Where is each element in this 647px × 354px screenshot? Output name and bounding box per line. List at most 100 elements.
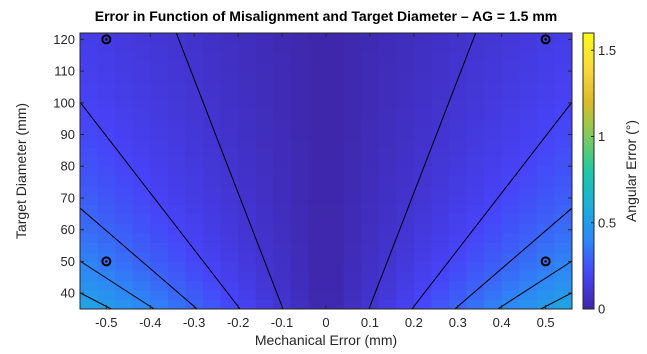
heatmap-cell: [238, 299, 257, 309]
heatmap-cell: [185, 270, 204, 282]
heatmap-cell: [484, 223, 503, 234]
heatmap-cell: [80, 42, 99, 53]
heatmap-cell: [466, 71, 485, 82]
heatmap-cell: [185, 289, 204, 301]
heatmap-cell: [167, 137, 187, 148]
heatmap-cell: [361, 109, 380, 120]
heatmap-cell: [449, 175, 468, 186]
heatmap-cell: [97, 156, 116, 167]
heatmap-cell: [132, 213, 151, 224]
heatmap-cell: [326, 71, 345, 82]
heatmap-cell: [273, 147, 292, 158]
heatmap-cell: [484, 261, 503, 272]
heatmap-cell: [308, 137, 327, 148]
heatmap-cell: [220, 147, 239, 158]
x-tick-label: 0.2: [405, 315, 423, 330]
heatmap-cell: [203, 166, 222, 177]
heatmap-cell: [361, 166, 380, 177]
heatmap-cell: [484, 52, 503, 63]
heatmap-cell: [449, 213, 468, 224]
heatmap-cell: [396, 213, 415, 224]
heatmap-cell: [396, 223, 415, 234]
x-tick-label: 0.1: [361, 315, 379, 330]
heatmap-cell: [115, 204, 134, 215]
heatmap-cell: [255, 61, 274, 72]
heatmap-cell: [167, 71, 187, 82]
y-tick-label: 60: [61, 222, 75, 237]
heatmap-cell: [238, 99, 257, 110]
heatmap-cell: [396, 280, 415, 291]
heatmap-cell: [326, 42, 345, 53]
heatmap-cell: [150, 223, 169, 234]
heatmap-cell: [554, 166, 572, 177]
heatmap-cell: [185, 137, 204, 148]
heatmap-cell: [554, 156, 572, 167]
heatmap-cell: [536, 194, 556, 205]
heatmap-cell: [378, 118, 397, 129]
heatmap-cell: [361, 242, 380, 253]
y-tick-label: 50: [61, 254, 75, 269]
heatmap-cell: [536, 242, 556, 253]
heatmap-cell: [273, 175, 292, 186]
heatmap-cell: [150, 166, 169, 177]
heatmap-cell: [203, 204, 222, 215]
heatmap-cell: [536, 33, 556, 44]
heatmap-cell: [396, 242, 415, 253]
heatmap-cell: [484, 80, 503, 91]
heatmap-cell: [167, 280, 187, 291]
heatmap-cell: [484, 118, 503, 129]
heatmap-cell: [361, 194, 380, 205]
heatmap-cell: [343, 166, 362, 177]
heatmap-cell: [378, 270, 397, 282]
heatmap-cell: [554, 137, 572, 148]
heatmap-cell: [185, 223, 204, 234]
heatmap-cell: [326, 232, 345, 243]
heatmap-cell: [378, 33, 397, 44]
heatmap-cell: [361, 175, 380, 186]
heatmap-cell: [132, 147, 151, 158]
heatmap-cell: [519, 280, 538, 291]
heatmap-cell: [519, 194, 538, 205]
heatmap-cell: [449, 147, 468, 158]
heatmap-cell: [378, 99, 397, 110]
heatmap-cell: [273, 52, 292, 63]
heatmap-cell: [519, 147, 538, 158]
heatmap-cell: [519, 33, 538, 44]
heatmap-cell: [466, 33, 485, 44]
marker-point: [101, 256, 112, 267]
y-tick-label: 110: [54, 64, 75, 79]
heatmap-cell: [220, 175, 239, 186]
heatmap-cell: [185, 213, 204, 224]
heatmap-cell: [273, 33, 292, 44]
heatmap-cell: [449, 289, 468, 301]
heatmap-cell: [396, 118, 415, 129]
heatmap-cell: [431, 213, 450, 224]
heatmap-cell: [431, 156, 450, 167]
heatmap-cell: [431, 194, 450, 205]
heatmap-cell: [361, 299, 380, 309]
heatmap-cell: [519, 213, 538, 224]
heatmap-cell: [167, 194, 187, 205]
heatmap-cell: [185, 280, 204, 291]
heatmap-cell: [519, 270, 538, 282]
heatmap-cell: [167, 99, 187, 110]
heatmap-cell: [115, 270, 134, 282]
heatmap-cell: [449, 251, 468, 263]
heatmap-cell: [519, 61, 538, 72]
heatmap-cell: [536, 232, 556, 243]
heatmap-cell: [396, 80, 415, 91]
heatmap-cell: [308, 33, 327, 44]
heatmap-cell: [308, 147, 327, 158]
heatmap-cell: [378, 204, 397, 215]
heatmap-cell: [536, 156, 556, 167]
heatmap-cell: [378, 280, 397, 291]
heatmap-cell: [150, 128, 169, 139]
heatmap-cell: [255, 175, 274, 186]
heatmap-cell: [466, 80, 485, 91]
heatmap-cell: [273, 242, 292, 253]
heatmap-cell: [255, 213, 274, 224]
heatmap-cell: [220, 204, 239, 215]
heatmap-cell: [167, 223, 187, 234]
heatmap-cell: [466, 147, 485, 158]
heatmap-cell: [185, 185, 204, 196]
